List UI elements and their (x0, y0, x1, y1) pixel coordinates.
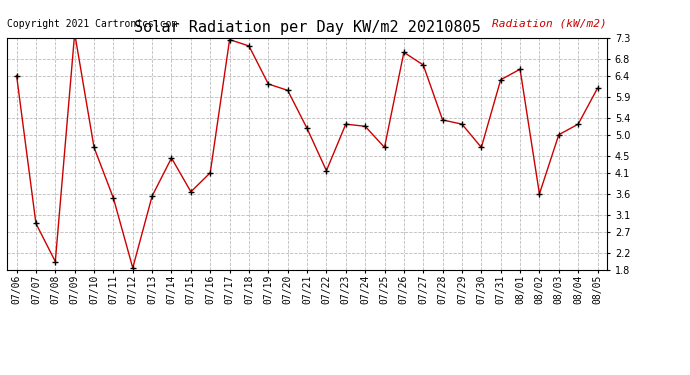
Text: Copyright 2021 Cartronics.com: Copyright 2021 Cartronics.com (7, 19, 177, 29)
Text: Radiation (kW/m2): Radiation (kW/m2) (493, 19, 607, 29)
Title: Solar Radiation per Day KW/m2 20210805: Solar Radiation per Day KW/m2 20210805 (134, 20, 480, 35)
